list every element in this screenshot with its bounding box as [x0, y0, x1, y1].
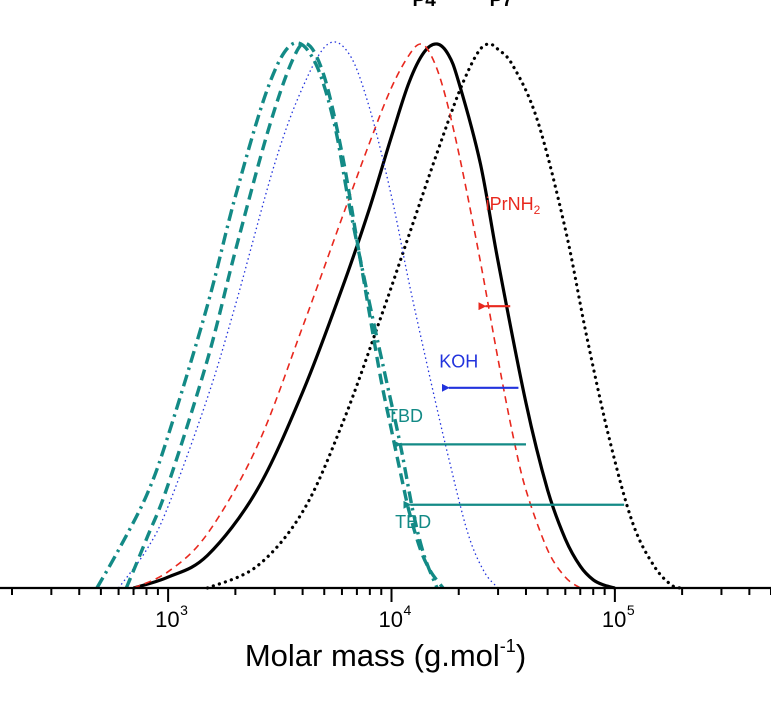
annotation-label: iPrNH2 [486, 194, 541, 217]
annotation-label: P4 [413, 0, 437, 11]
x-tick-label: 10 [155, 607, 179, 632]
annotation-subscript: 2 [534, 203, 541, 217]
arrow-label-tbd_lower: TBD [395, 512, 431, 532]
x-axis-label: Molar mass (g.mol-1) [244, 636, 527, 673]
series-line-4 [118, 41, 499, 589]
series-line-5 [124, 41, 445, 590]
arrow-label-koh: KOH [439, 352, 478, 372]
labels-layer: KOH TBD TBD P4 P7 iPrNH2 [387, 0, 541, 532]
x-tick-exponent: 5 [627, 602, 635, 618]
x-axis: 10 3 10 4 10 5 [0, 586, 771, 632]
x-tick-exponent: 4 [404, 602, 412, 618]
arrows-layer [393, 302, 625, 509]
x-tick-label: 10 [379, 607, 403, 632]
arrow-label-tbd_upper: TBD [387, 406, 423, 426]
series-line-6 [95, 41, 439, 589]
series-line-2 [205, 42, 684, 590]
annotation-label: P7 [490, 0, 513, 11]
x-tick-exponent: 3 [180, 602, 188, 618]
curves-layer [95, 41, 684, 590]
series-line-1 [133, 42, 616, 590]
series-line-3 [133, 43, 581, 589]
x-tick-label: 10 [602, 607, 626, 632]
